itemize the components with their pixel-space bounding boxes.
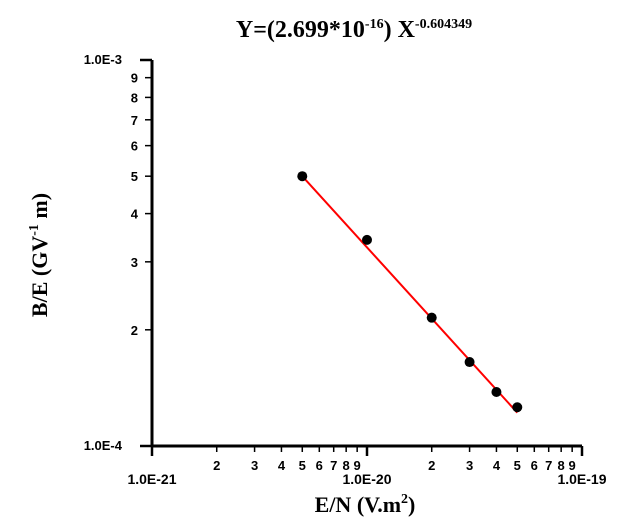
y-major-tick-label-1: 1.0E-3 <box>84 52 122 67</box>
chart-title-power: -0.604349 <box>415 17 472 32</box>
x-minor-tick-label-9: 3 <box>466 458 473 473</box>
x-minor-tick-label-4: 6 <box>316 458 323 473</box>
x-minor-tick-label-13: 7 <box>545 458 552 473</box>
y-minor-tick-label-3: 5 <box>131 169 138 184</box>
data-point-0 <box>297 171 308 182</box>
y-axis-title: B/E (GV-1 m) <box>27 193 52 317</box>
data-point-4 <box>491 387 502 398</box>
fit-line <box>301 175 519 414</box>
x-minor-tick-label-10: 4 <box>493 458 501 473</box>
x-major-tick-label-2: 1.0E-19 <box>557 471 606 487</box>
chart-title-prefix: Y=(2.699*10 <box>236 17 365 43</box>
y-major-tick-label-0: 1.0E-4 <box>84 438 123 453</box>
x-minor-tick-label-12: 6 <box>531 458 538 473</box>
x-major-tick-label-0: 1.0E-21 <box>127 471 176 487</box>
y-minor-tick-label-6: 8 <box>131 90 138 105</box>
x-minor-tick-label-15: 9 <box>569 458 576 473</box>
data-point-2 <box>426 312 437 323</box>
y-axis-title-end: m) <box>27 193 52 224</box>
chart-title-middle: ) X <box>384 17 416 43</box>
y-minor-tick-label-5: 7 <box>131 113 138 128</box>
y-minor-tick-label-0: 2 <box>131 323 138 338</box>
data-point-5 <box>512 402 523 413</box>
data-point-1 <box>362 234 372 245</box>
y-axis-title-main: B/E (GV <box>27 236 52 317</box>
x-minor-tick-label-3: 5 <box>299 458 306 473</box>
x-axis-title-sup: 2 <box>401 492 408 507</box>
fit-line-group <box>301 175 519 414</box>
x-minor-tick-label-1: 3 <box>251 458 258 473</box>
x-axis-title-end: ) <box>408 492 415 517</box>
chart-title: Y=(2.699*10-16) X-0.604349 <box>236 17 472 43</box>
x-minor-tick-label-8: 2 <box>428 458 435 473</box>
x-minor-tick-label-14: 8 <box>558 458 565 473</box>
x-major-tick-label-1: 1.0E-20 <box>342 471 391 487</box>
x-axis-title: E/N (V.m2) <box>315 492 416 517</box>
x-minor-tick-label-0: 2 <box>213 458 220 473</box>
data-points <box>297 171 523 413</box>
ticks: 1.0E-21 1.0E-20 1.0E-192 3 4 5 6 7 8 9 2 3 4 5 6 7 8 91.0… <box>84 52 607 487</box>
x-axis-title-main: E/N (V.m <box>315 492 401 517</box>
y-minor-tick-label-7: 9 <box>131 71 138 86</box>
x-minor-tick-label-11: 5 <box>514 458 521 473</box>
x-minor-tick-label-5: 7 <box>330 458 337 473</box>
chart-title-coef-exponent: -16 <box>365 17 384 32</box>
axes <box>150 60 582 448</box>
y-axis-title-sup: -1 <box>27 224 42 236</box>
data-point-3 <box>464 357 475 368</box>
x-minor-tick-label-2: 4 <box>278 458 286 473</box>
x-minor-tick-label-7: 9 <box>354 458 361 473</box>
y-minor-tick-label-1: 3 <box>131 255 138 270</box>
x-minor-tick-label-6: 8 <box>343 458 350 473</box>
y-minor-tick-label-4: 6 <box>131 139 138 154</box>
y-minor-tick-label-2: 4 <box>131 207 139 222</box>
